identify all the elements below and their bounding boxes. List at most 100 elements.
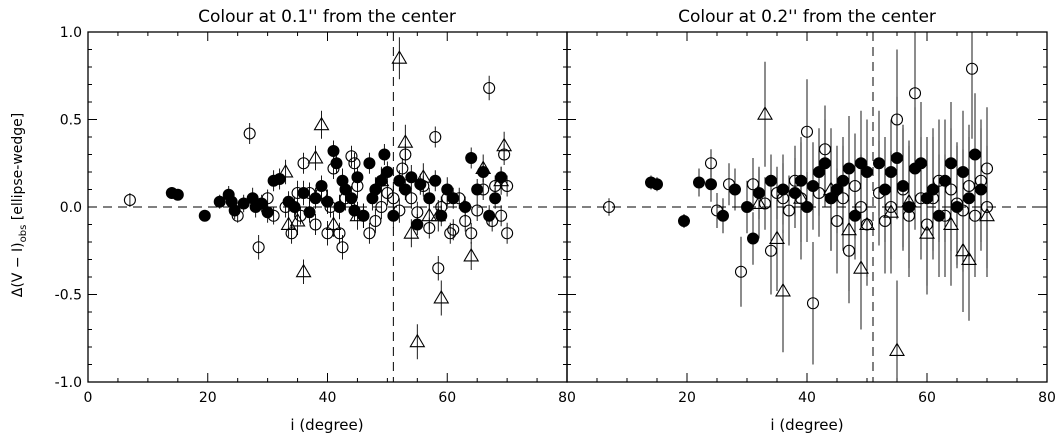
data-point-open-circle — [788, 174, 802, 187]
data-point-open-circle — [896, 183, 910, 196]
data-point-filled-circle — [693, 176, 705, 189]
data-point-filled-circle — [747, 232, 759, 245]
data-point-open-circle — [432, 262, 445, 275]
data-point-open-triangle — [415, 169, 432, 183]
data-point-open-circle — [459, 214, 472, 228]
data-point-filled-circle — [378, 148, 391, 161]
right-x-tick-label: 20 — [678, 390, 696, 406]
data-point-filled-circle — [765, 174, 777, 187]
data-point-open-triangle — [349, 207, 366, 222]
left-panel: 0 20 40 60 80 1.0 0.5 0.0 -0.5 -1.0 — [55, 25, 576, 406]
data-point-open-triangle — [295, 263, 312, 278]
data-point-open-circle — [369, 214, 382, 228]
data-point-open-circle — [704, 157, 718, 170]
data-point-open-circle — [123, 193, 136, 207]
data-point-open-circle — [806, 297, 820, 310]
data-point-open-circle — [602, 200, 616, 214]
data-point-open-triangle — [853, 260, 869, 274]
svg-text:Δ(V − I)obs [ellipse-wedge]: Δ(V − I)obs [ellipse-wedge] — [10, 113, 29, 297]
data-point-open-circle — [471, 204, 484, 217]
data-point-open-circle — [836, 192, 850, 205]
data-point-open-circle — [974, 174, 988, 187]
data-point-filled-circle — [651, 178, 663, 191]
data-point-open-circle — [746, 178, 760, 191]
data-point-filled-circle — [807, 180, 819, 192]
data-point-filled-circle — [381, 166, 394, 178]
data-point-open-circle — [387, 192, 400, 205]
data-point-open-circle — [327, 162, 340, 175]
left-x-axis-label: i (degree) — [290, 416, 363, 434]
data-point-open-circle — [429, 130, 442, 144]
data-point-open-circle — [962, 179, 976, 193]
data-point-open-circle — [393, 204, 406, 217]
data-point-open-circle — [495, 209, 508, 222]
y-axis-label: Δ(V − I)obs [ellipse-wedge] — [10, 113, 29, 297]
data-point-filled-circle — [303, 206, 316, 219]
left-x-tick-label: 20 — [199, 390, 217, 406]
data-point-filled-circle — [327, 145, 340, 157]
data-point-open-circle — [279, 200, 292, 214]
data-point-filled-circle — [237, 197, 250, 210]
data-point-open-circle — [938, 209, 952, 222]
data-point-open-triangle — [859, 216, 875, 230]
right-x-tick-label: 60 — [918, 390, 936, 406]
data-point-open-circle — [396, 162, 409, 175]
data-point-open-triangle — [325, 216, 342, 230]
left-panel-title: Colour at 0.1'' from the center — [198, 7, 456, 27]
data-point-open-circle — [722, 178, 736, 191]
data-point-open-circle — [435, 200, 448, 214]
right-data-points — [602, 32, 995, 382]
data-point-open-circle — [243, 127, 256, 140]
left-x-tick-label: 0 — [84, 390, 93, 406]
data-point-open-circle — [734, 265, 748, 278]
data-point-open-circle — [914, 192, 928, 205]
data-point-open-circle — [501, 227, 514, 240]
data-point-filled-circle — [705, 178, 717, 191]
data-point-open-circle — [285, 227, 298, 240]
data-point-open-triangle — [793, 190, 809, 204]
data-point-open-triangle — [391, 50, 408, 64]
data-point-open-circle — [830, 214, 844, 228]
data-point-open-triangle — [496, 137, 513, 152]
data-point-open-triangle — [943, 216, 959, 230]
data-point-open-circle — [782, 204, 796, 217]
data-point-open-circle — [968, 209, 982, 222]
data-point-open-triangle — [289, 212, 306, 227]
data-point-open-triangle — [430, 207, 447, 222]
data-point-open-circle — [848, 179, 862, 193]
data-point-open-circle — [758, 197, 772, 210]
right-x-tick-label: 80 — [1038, 390, 1056, 406]
data-point-open-circle — [444, 227, 457, 240]
data-point-filled-circle — [171, 188, 184, 201]
data-point-filled-circle — [405, 171, 418, 184]
data-point-open-triangle — [919, 225, 935, 239]
data-point-open-triangle — [883, 204, 899, 218]
data-point-open-circle — [465, 227, 478, 240]
data-point-filled-circle — [273, 173, 286, 185]
right-x-tick-label: 40 — [798, 390, 816, 406]
data-point-open-triangle — [277, 163, 294, 178]
data-point-open-triangle — [889, 342, 905, 356]
data-point-open-circle — [486, 214, 499, 228]
right-panel-title: Colour at 0.2'' from the center — [678, 7, 936, 27]
data-point-open-circle — [336, 241, 349, 254]
data-point-open-circle — [441, 192, 454, 205]
data-point-filled-circle — [465, 152, 478, 164]
left-y-tick-label: -1.0 — [55, 375, 82, 391]
data-point-open-circle — [294, 209, 307, 222]
data-point-open-circle — [339, 192, 352, 205]
data-point-filled-circle — [363, 157, 376, 170]
data-point-open-triangle — [373, 172, 390, 187]
data-point-open-circle — [965, 62, 979, 75]
data-point-open-triangle — [841, 221, 857, 236]
left-y-tick-label: 0.5 — [60, 113, 82, 129]
data-point-open-circle — [926, 192, 940, 205]
data-point-open-circle — [252, 241, 265, 254]
data-point-open-triangle — [961, 251, 977, 265]
data-point-open-triangle — [409, 333, 426, 348]
data-point-open-triangle — [769, 230, 785, 244]
data-point-open-circle — [348, 157, 361, 170]
data-point-open-circle — [261, 192, 274, 205]
data-point-open-circle — [315, 186, 328, 200]
